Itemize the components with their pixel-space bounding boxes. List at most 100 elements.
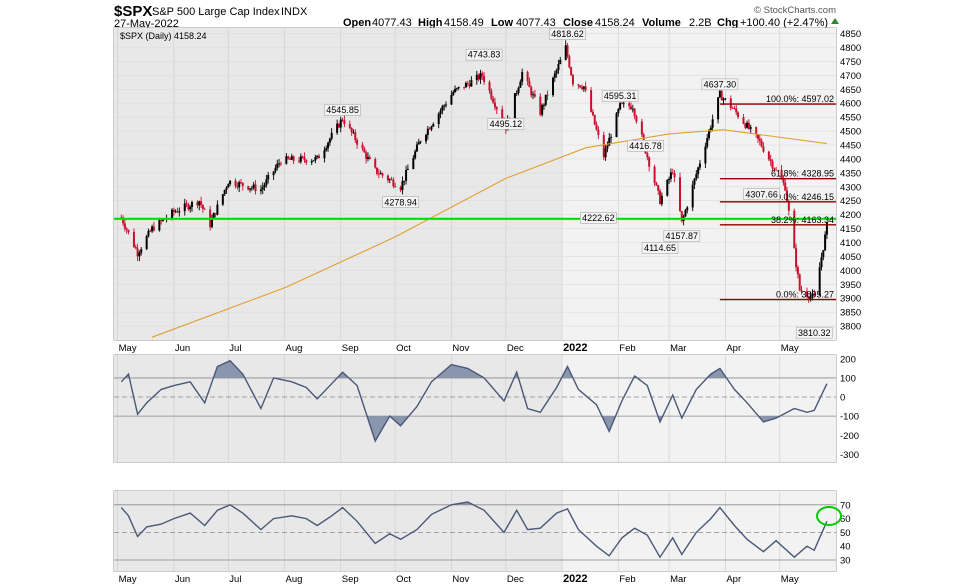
- price-candle: [711, 119, 714, 128]
- price-candle: [305, 160, 308, 163]
- price-candle: [443, 105, 446, 107]
- price-candle: [352, 132, 355, 134]
- price-candle: [708, 130, 711, 139]
- price-candle: [392, 179, 395, 187]
- price-candle: [555, 70, 558, 74]
- price-candle: [608, 137, 611, 146]
- price-candle: [718, 90, 721, 98]
- price-candle: [388, 179, 391, 181]
- price-candle: [733, 108, 736, 110]
- price-candle: [610, 137, 613, 138]
- month-label: Oct: [396, 343, 411, 354]
- price-tick-label: 4650: [840, 85, 861, 96]
- price-label-box: [601, 90, 639, 102]
- price-candle: [223, 189, 226, 195]
- price-candle: [414, 151, 417, 159]
- price-candle: [809, 296, 812, 299]
- price-candle: [336, 123, 339, 133]
- price-candle: [363, 148, 366, 153]
- osc-tick-label: 100: [840, 373, 856, 384]
- price-candle: [760, 140, 763, 147]
- price-tick-label: 4100: [840, 238, 861, 249]
- price-candle: [695, 174, 698, 179]
- fib-label: 38.2%: 4163.34: [771, 215, 834, 225]
- price-candle: [212, 213, 215, 219]
- price-tick-label: 4150: [840, 224, 861, 235]
- price-candle: [477, 74, 480, 80]
- price-candle: [824, 234, 827, 251]
- month-label: Dec: [507, 343, 524, 354]
- price-candle: [680, 211, 683, 222]
- rsi-tick-label: 50: [840, 528, 851, 539]
- price-candle: [517, 87, 520, 93]
- price-candle: [136, 248, 139, 257]
- price-candle: [771, 161, 774, 169]
- price-tick-label: 3950: [840, 280, 861, 291]
- month-label: Sep: [342, 574, 359, 585]
- price-candle: [176, 211, 179, 213]
- price-candle: [678, 177, 681, 212]
- price-candle: [620, 102, 623, 104]
- price-candle: [722, 98, 725, 101]
- month-label: Mar: [670, 574, 686, 585]
- close-value: 4158.24: [595, 17, 635, 29]
- month-label: May: [119, 574, 137, 585]
- price-candle: [403, 180, 406, 182]
- price-candle: [234, 180, 237, 187]
- price-candle: [368, 157, 371, 160]
- price-tick-label: 4300: [840, 182, 861, 193]
- price-candle: [196, 202, 199, 206]
- price-candle: [279, 163, 282, 165]
- price-candle: [481, 73, 484, 77]
- price-candle: [697, 167, 700, 175]
- price-candle: [185, 203, 188, 205]
- price-candle: [249, 188, 252, 190]
- open-value: 4077.43: [372, 17, 412, 29]
- fib-label: 0.0%: 3895.27: [776, 290, 834, 300]
- moving-average-line: [151, 129, 827, 338]
- month-label: Jul: [229, 574, 241, 585]
- price-candle: [450, 95, 453, 105]
- price-candle: [820, 257, 823, 268]
- price-candle: [147, 230, 150, 237]
- price-candle: [454, 88, 457, 93]
- price-candle: [310, 161, 313, 163]
- price-candle: [660, 195, 663, 205]
- osc-tick-label: 200: [840, 354, 856, 365]
- price-candle: [412, 158, 415, 170]
- price-candle: [377, 173, 380, 175]
- month-label: Aug: [286, 574, 303, 585]
- price-candle: [356, 140, 359, 145]
- price-candle: [532, 94, 535, 96]
- price-label-box: [487, 118, 525, 130]
- month-label: Dec: [507, 574, 524, 585]
- price-candle: [203, 208, 206, 210]
- price-candle: [430, 126, 433, 130]
- low-label: Low: [491, 17, 513, 29]
- price-tick-label: 4750: [840, 57, 861, 68]
- price-candle: [648, 157, 651, 167]
- price-candle: [183, 203, 186, 212]
- price-candle: [171, 209, 174, 219]
- price-candle: [259, 189, 262, 192]
- price-candle: [236, 186, 239, 188]
- price-candle: [158, 220, 161, 231]
- price-candle: [475, 74, 478, 81]
- price-candle: [749, 127, 752, 129]
- price-candle: [604, 148, 607, 158]
- price-candle: [437, 113, 440, 125]
- price-candle: [813, 293, 816, 296]
- price-candle: [301, 156, 304, 158]
- price-candle: [312, 160, 315, 162]
- price-candle: [822, 250, 825, 258]
- month-label: Jun: [175, 343, 190, 354]
- close-label: Close: [563, 17, 593, 29]
- price-candle: [483, 76, 486, 82]
- price-candle: [457, 86, 460, 89]
- price-candle: [622, 103, 625, 105]
- price-candle: [241, 182, 244, 187]
- watermark: © StockCharts.com: [754, 5, 836, 16]
- price-candle: [570, 67, 573, 76]
- price-candle: [276, 163, 279, 168]
- price-candle: [428, 128, 431, 130]
